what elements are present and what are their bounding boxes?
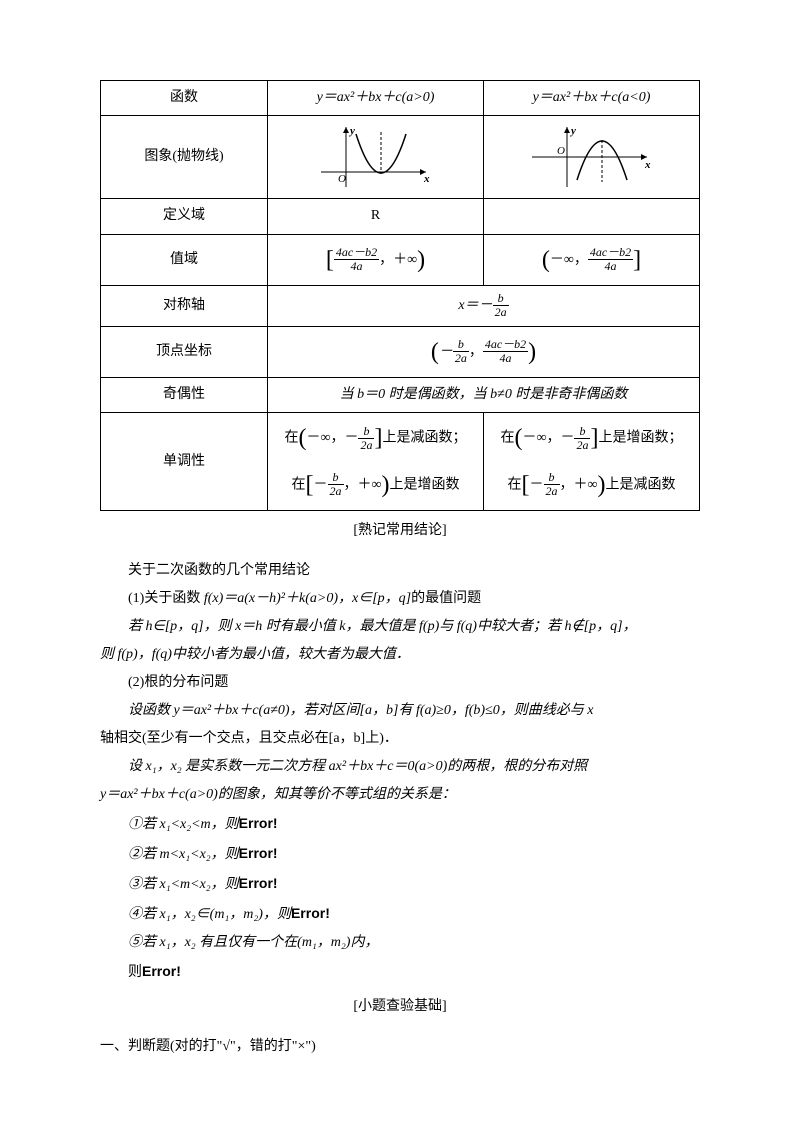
cell-domain-empty [484,199,700,234]
para: 设 x₁，x₂ 是实系数一元二次方程 ax²＋bx＋c＝0(a>0)的两根，根的… [100,753,700,781]
cell-domain-value: R [268,199,484,234]
body-text: 关于二次函数的几个常用结论 (1)关于函数 f(x)＝a(x－h)²＋k(a>0… [100,557,700,987]
table-row: 值域 [4ac－b24a，＋∞) (－∞，4ac－b24a] [101,234,700,285]
cell-graph-up: O y x [268,116,484,199]
table-row: 函数 y＝ax²＋bx＋c(a>0) y＝ax²＋bx＋c(a<0) [101,81,700,116]
section-heading: [小题查验基础] [100,995,700,1015]
svg-text:x: x [423,173,430,185]
para: 若 h∈[p，q]，则 x＝h 时有最小值 k，最大值是 f(p)与 f(q)中… [100,613,700,641]
para: ②若 m<x₁<x₂，则Error! [100,839,700,869]
fraction: 4ac－b24a [483,338,528,365]
svg-text:O: O [557,145,565,157]
row-parity-label: 奇偶性 [101,377,268,412]
para: (1)关于函数 f(x)＝a(x－h)²＋k(a>0)，x∈[p，q]的最值问题 [100,585,700,613]
cell-range-right: (－∞，4ac－b24a] [484,234,700,285]
row-axis-label: 对称轴 [101,286,268,326]
fraction: b2a [493,292,509,319]
para: y＝ax²＋bx＋c(a>0)的图象，知其等价不等式组的关系是： [100,781,700,809]
paren-open: ( [431,339,439,365]
table-row: 单调性 在(－∞，－b2a]上是减函数； 在[－b2a，＋∞)上是增函数 在(－… [101,413,700,511]
paren-close: ) [417,247,425,273]
row-mono-label: 单调性 [101,413,268,511]
header-apos: y＝ax²＋bx＋c(a>0) [268,81,484,116]
table-row: 顶点坐标 (－b2a，4ac－b24a) [101,326,700,377]
fraction: 4ac－b24a [334,246,379,273]
cell-axis: x＝－b2a [268,286,700,326]
header-aneg: y＝ax²＋bx＋c(a<0) [484,81,700,116]
mono-line: 在(－∞，－b2a]上是减函数； [276,419,475,457]
document-page: 函数 y＝ax²＋bx＋c(a>0) y＝ax²＋bx＋c(a<0) 图象(抛物… [0,0,800,1132]
svg-text:y: y [569,125,576,137]
paren-close: ) [528,339,536,365]
para: 关于二次函数的几个常用结论 [100,557,700,585]
table-row: 图象(抛物线) O y x O y x [101,116,700,199]
cell-graph-down: O y x [484,116,700,199]
error-text: Error! [291,905,330,921]
svg-text:y: y [348,125,355,137]
row-vertex-label: 顶点坐标 [101,326,268,377]
cell-range-left: [4ac－b24a，＋∞) [268,234,484,285]
section-heading: [熟记常用结论] [100,519,700,539]
bracket-open: [ [326,247,334,273]
para: 则 f(p)，f(q)中较小者为最小值，较大者为最大值． [100,641,700,669]
error-text: Error! [239,875,278,891]
cell-mono-left: 在(－∞，－b2a]上是减函数； 在[－b2a，＋∞)上是增函数 [268,413,484,511]
table-row: 定义域 R [101,199,700,234]
header-function: 函数 [101,81,268,116]
table-row: 对称轴 x＝－b2a [101,286,700,326]
formula-aneg: y＝ax²＋bx＋c(a<0) [533,90,651,105]
fraction: b2a [453,338,469,365]
svg-text:x: x [644,159,651,171]
para: 轴相交(至少有一个交点，且交点必在[a，b]上)． [100,725,700,753]
row-range-label: 值域 [101,234,268,285]
fraction: 4ac－b24a [588,246,633,273]
paren-open: ( [542,247,550,273]
table-row: 奇偶性 当 b＝0 时是偶函数，当 b≠0 时是非奇非偶函数 [101,377,700,412]
para: 设函数 y＝ax²＋bx＋c(a≠0)，若对区间[a，b]有 f(a)≥0，f(… [100,697,700,725]
svg-text:O: O [338,173,346,185]
mono-line: 在(－∞，－b2a]上是增函数； [492,419,691,457]
mono-line: 在[－b2a，＋∞)上是增函数 [276,466,475,504]
parabola-up-icon: O y x [316,122,436,192]
quadratic-properties-table: 函数 y＝ax²＋bx＋c(a>0) y＝ax²＋bx＋c(a<0) 图象(抛物… [100,80,700,511]
para: 则Error! [100,957,700,987]
error-text: Error! [239,815,278,831]
para: (2)根的分布问题 [100,669,700,697]
para: ③若 x₁<m<x₂，则Error! [100,869,700,899]
error-text: Error! [142,963,181,979]
footer-text: 一、判断题(对的打"√"，错的打"×") [100,1033,700,1061]
formula-apos: y＝ax²＋bx＋c(a>0) [317,90,435,105]
parabola-down-icon: O y x [527,122,657,192]
bracket-close: ] [633,247,641,273]
row-graph-label: 图象(抛物线) [101,116,268,199]
para: ①若 x₁<x₂<m，则Error! [100,809,700,839]
para: 一、判断题(对的打"√"，错的打"×") [100,1033,700,1061]
cell-parity: 当 b＝0 时是偶函数，当 b≠0 时是非奇非偶函数 [268,377,700,412]
mono-line: 在[－b2a，＋∞)上是减函数 [492,466,691,504]
para: ⑤若 x₁，x₂ 有且仅有一个在(m₁，m₂)内， [100,929,700,957]
row-domain-label: 定义域 [101,199,268,234]
para: ④若 x₁，x₂∈(m₁，m₂)，则Error! [100,899,700,929]
cell-vertex: (－b2a，4ac－b24a) [268,326,700,377]
error-text: Error! [239,845,278,861]
cell-mono-right: 在(－∞，－b2a]上是增函数； 在[－b2a，＋∞)上是减函数 [484,413,700,511]
